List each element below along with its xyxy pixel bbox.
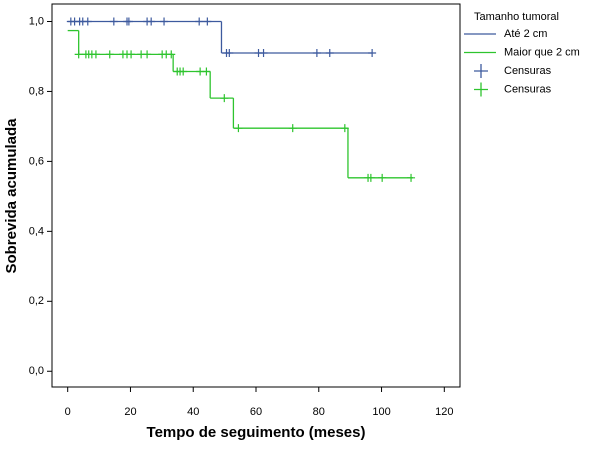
x-tick-label: 120: [435, 406, 453, 418]
censor-mark: [368, 48, 377, 57]
censor-mark: [195, 17, 204, 26]
censor-mark: [202, 67, 211, 76]
y-tick-label: 1,0: [29, 15, 44, 27]
x-axis-title: Tempo de seguimento (meses): [147, 424, 366, 441]
x-tick-label: 100: [372, 406, 390, 418]
x-tick-label: 20: [124, 406, 136, 418]
censor-mark: [74, 50, 83, 59]
plot-frame: [51, 3, 461, 388]
censor-mark: [378, 173, 387, 182]
x-tick-label: 60: [250, 406, 262, 418]
censor-mark: [147, 17, 156, 26]
censor-mark: [203, 17, 212, 26]
x-tick-label: 40: [187, 406, 199, 418]
censor-mark: [124, 17, 133, 26]
legend-label: Censuras: [504, 83, 552, 95]
y-tick-label: 0,2: [29, 295, 44, 307]
censor-mark: [220, 94, 229, 103]
censor-mark: [105, 50, 114, 59]
y-tick-label: 0,6: [29, 155, 44, 167]
censor-mark: [288, 124, 297, 133]
x-tick-label: 0: [65, 406, 71, 418]
censor-mark: [127, 50, 136, 59]
y-tick-label: 0,8: [29, 85, 44, 97]
y-tick-label: 0,0: [29, 365, 44, 377]
legend-symbol: [474, 64, 488, 78]
censor-mark: [160, 17, 169, 26]
y-tick-label: 0,4: [29, 225, 44, 237]
censor-mark: [407, 173, 416, 182]
legend-title: Tamanho tumoral: [474, 11, 559, 23]
censor-mark: [325, 48, 334, 57]
censor-mark: [109, 17, 118, 26]
censor-mark: [179, 67, 188, 76]
legend-label: Maior que 2 cm: [504, 46, 580, 58]
censor-mark: [234, 124, 243, 133]
legend-label: Censuras: [504, 65, 552, 77]
legend-label: Até 2 cm: [504, 28, 547, 40]
censor-mark: [167, 50, 176, 59]
censor-mark: [91, 50, 100, 59]
censor-mark: [312, 48, 321, 57]
y-axis-title: Sobrevida acumulada: [3, 118, 20, 274]
censor-mark: [143, 50, 152, 59]
censor-mark: [259, 48, 268, 57]
censor-mark: [225, 48, 234, 57]
censor-mark: [366, 173, 375, 182]
x-tick-label: 80: [313, 406, 325, 418]
censor-mark: [83, 17, 92, 26]
legend-symbol: [474, 82, 488, 97]
censor-mark: [340, 124, 349, 133]
